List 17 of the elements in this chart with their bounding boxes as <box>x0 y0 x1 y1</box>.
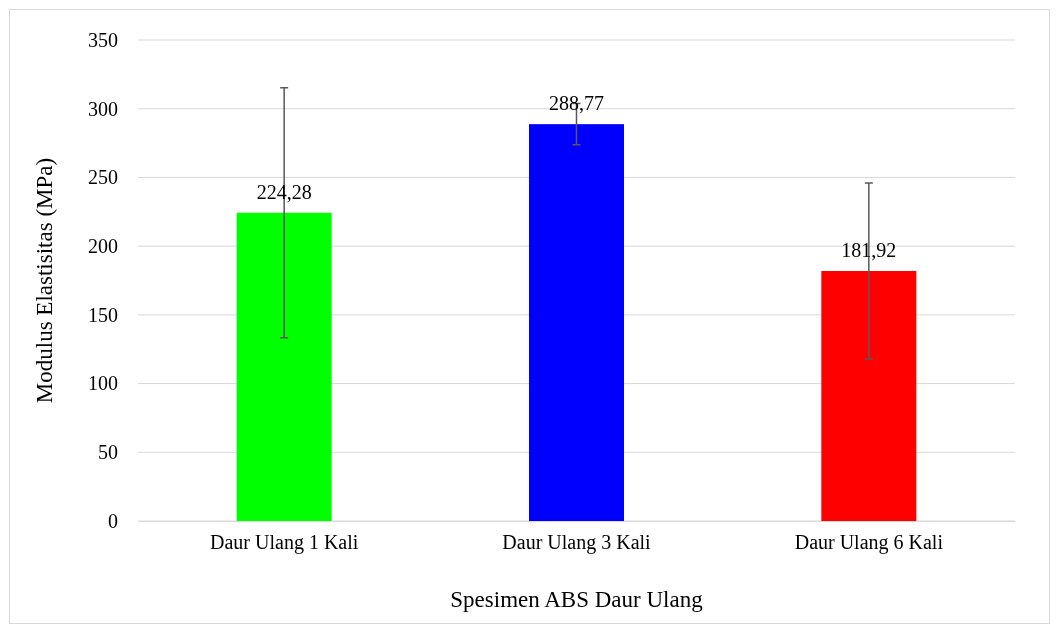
y-axis-title: Modulus Elastisitas (MPa) <box>32 157 57 404</box>
y-tick-label: 300 <box>88 97 118 120</box>
x-tick-label: Daur Ulang 3 Kali <box>502 531 652 555</box>
x-axis-title: Spesimen ABS Daur Ulang <box>450 587 704 612</box>
y-tick-label: 200 <box>88 235 118 258</box>
bar <box>821 270 917 521</box>
bar <box>529 124 624 521</box>
data-label: 288,77 <box>549 92 604 115</box>
y-tick-label: 350 <box>88 28 118 51</box>
y-tick-label: 50 <box>98 441 118 464</box>
bar <box>236 212 332 521</box>
y-tick-label: 100 <box>88 372 118 395</box>
y-tick-label: 150 <box>88 303 118 326</box>
x-tick-label: Daur Ulang 6 Kali <box>794 531 944 555</box>
x-tick-label: Daur Ulang 1 Kali <box>210 531 359 555</box>
y-tick-label: 250 <box>88 166 118 189</box>
y-tick-label: 0 <box>108 509 118 532</box>
